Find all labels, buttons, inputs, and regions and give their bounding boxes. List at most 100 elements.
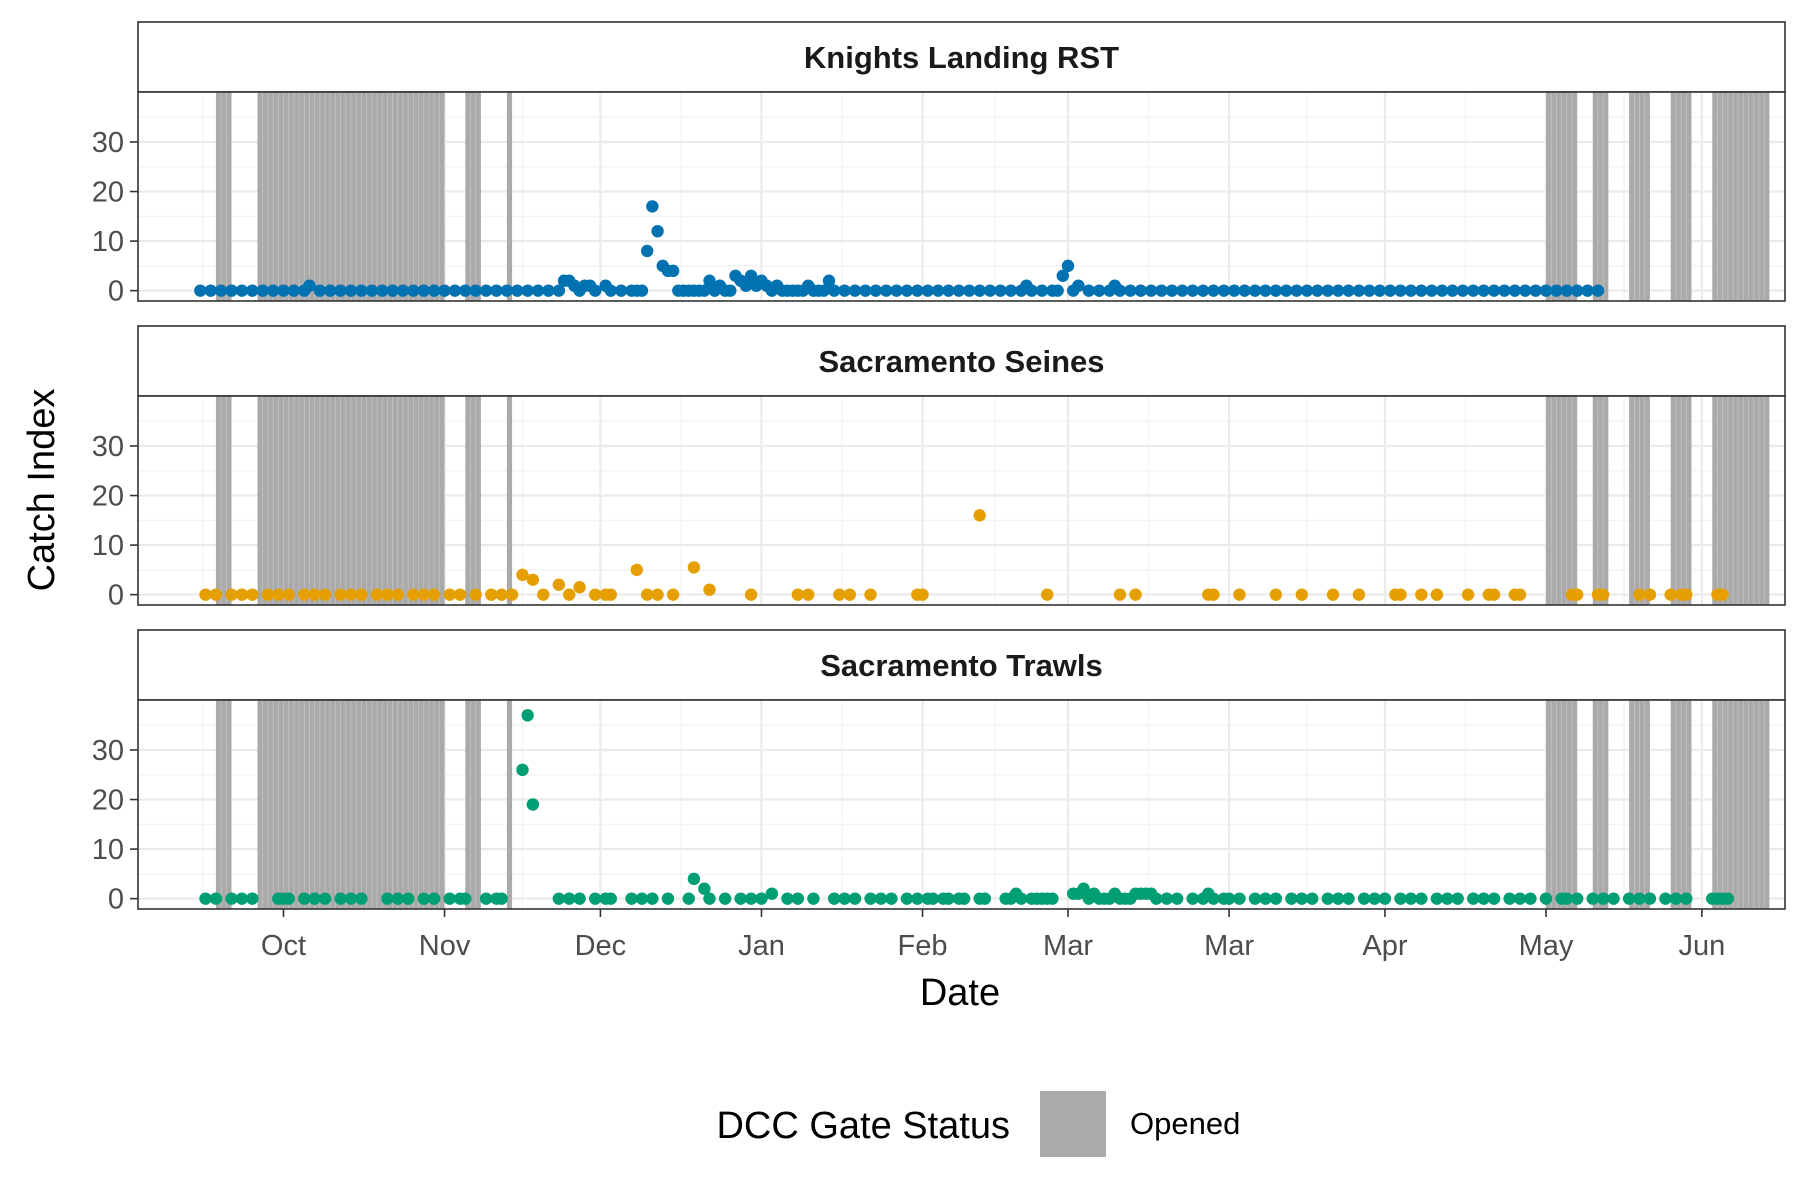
data-point bbox=[1659, 892, 1672, 905]
data-point bbox=[209, 892, 223, 905]
data-point bbox=[1269, 892, 1283, 905]
data-point bbox=[427, 588, 441, 601]
data-point bbox=[381, 588, 394, 601]
data-point bbox=[1435, 284, 1449, 297]
data-point bbox=[516, 763, 529, 777]
data-point bbox=[973, 284, 986, 297]
data-point bbox=[1539, 892, 1553, 905]
data-point bbox=[1508, 284, 1522, 297]
data-point bbox=[1596, 588, 1610, 601]
gate-opened-band bbox=[215, 92, 232, 301]
data-point bbox=[370, 588, 384, 601]
gate-opened-band bbox=[465, 700, 481, 909]
data-point bbox=[1186, 892, 1199, 905]
data-point bbox=[978, 892, 992, 905]
data-point bbox=[1155, 284, 1168, 297]
data-point bbox=[1404, 892, 1418, 905]
data-point bbox=[604, 284, 617, 297]
data-point bbox=[828, 892, 841, 905]
data-point bbox=[214, 284, 228, 297]
data-point bbox=[1306, 892, 1319, 905]
data-point bbox=[1519, 284, 1532, 297]
data-point bbox=[246, 284, 259, 297]
data-point bbox=[744, 269, 758, 282]
data-point bbox=[1259, 892, 1272, 905]
data-point bbox=[1295, 892, 1309, 905]
data-point bbox=[1342, 892, 1355, 905]
data-point bbox=[1446, 284, 1459, 297]
data-point bbox=[1124, 284, 1137, 297]
panel-strip bbox=[137, 325, 1786, 397]
data-point bbox=[864, 892, 877, 905]
data-point bbox=[318, 892, 332, 905]
data-point bbox=[1015, 892, 1028, 905]
data-point bbox=[614, 284, 628, 297]
y-tick-label: 0 bbox=[108, 884, 124, 916]
data-point bbox=[490, 284, 503, 297]
legend-title: DCC Gate Status bbox=[716, 1105, 1010, 1147]
data-point bbox=[1025, 284, 1038, 297]
data-point bbox=[900, 892, 914, 905]
data-point bbox=[1248, 284, 1262, 297]
data-point bbox=[443, 588, 456, 601]
data-point bbox=[1311, 284, 1324, 297]
data-point bbox=[1061, 259, 1075, 273]
legend-label-opened: Opened bbox=[1130, 1106, 1240, 1141]
data-point bbox=[355, 892, 368, 905]
y-tick-label: 0 bbox=[108, 580, 124, 612]
data-point bbox=[459, 892, 472, 905]
x-tick-label: May bbox=[1519, 930, 1574, 962]
data-point bbox=[1680, 588, 1693, 601]
x-tick-label: Mar bbox=[1204, 930, 1254, 962]
data-point bbox=[589, 892, 602, 905]
data-point bbox=[1233, 892, 1246, 905]
data-point bbox=[1451, 892, 1464, 905]
data-point bbox=[828, 284, 841, 297]
data-point bbox=[407, 588, 420, 601]
x-tick-label: Nov bbox=[419, 930, 471, 962]
data-point bbox=[427, 284, 441, 297]
x-tick-label: Feb bbox=[898, 930, 948, 962]
data-point bbox=[1217, 284, 1231, 297]
data-point bbox=[848, 284, 862, 297]
data-point bbox=[1539, 284, 1553, 297]
x-tick-label: Jun bbox=[1678, 930, 1725, 962]
panel-title: Sacramento Trawls bbox=[820, 648, 1103, 683]
data-point bbox=[355, 284, 368, 297]
data-point bbox=[1487, 284, 1501, 297]
data-point bbox=[365, 284, 379, 297]
data-point bbox=[542, 284, 555, 297]
gate-opened-band bbox=[465, 396, 481, 605]
data-point bbox=[386, 284, 399, 297]
data-point bbox=[563, 588, 576, 601]
data-point bbox=[1581, 284, 1594, 297]
data-point bbox=[1404, 284, 1418, 297]
data-point bbox=[1498, 284, 1511, 297]
data-point bbox=[1716, 588, 1729, 601]
data-point bbox=[272, 588, 285, 601]
data-point bbox=[1196, 284, 1210, 297]
data-point bbox=[1342, 284, 1355, 297]
data-point bbox=[401, 892, 415, 905]
data-point bbox=[1669, 892, 1683, 905]
data-point bbox=[864, 588, 877, 601]
data-point bbox=[646, 200, 659, 213]
data-point bbox=[874, 892, 888, 905]
data-point bbox=[703, 892, 716, 905]
data-point bbox=[1233, 588, 1246, 601]
data-point bbox=[1529, 284, 1542, 297]
data-point bbox=[900, 284, 914, 297]
y-axis-title: Catch Index bbox=[21, 389, 63, 592]
data-point bbox=[391, 588, 404, 601]
data-point bbox=[1280, 284, 1293, 297]
data-point bbox=[1051, 284, 1064, 297]
data-point bbox=[1113, 284, 1127, 297]
data-point bbox=[926, 892, 940, 905]
data-point bbox=[916, 588, 929, 601]
data-point bbox=[625, 892, 638, 905]
data-point bbox=[1331, 284, 1345, 297]
data-point bbox=[1461, 588, 1475, 601]
data-point bbox=[1368, 892, 1381, 905]
data-point bbox=[817, 284, 831, 297]
